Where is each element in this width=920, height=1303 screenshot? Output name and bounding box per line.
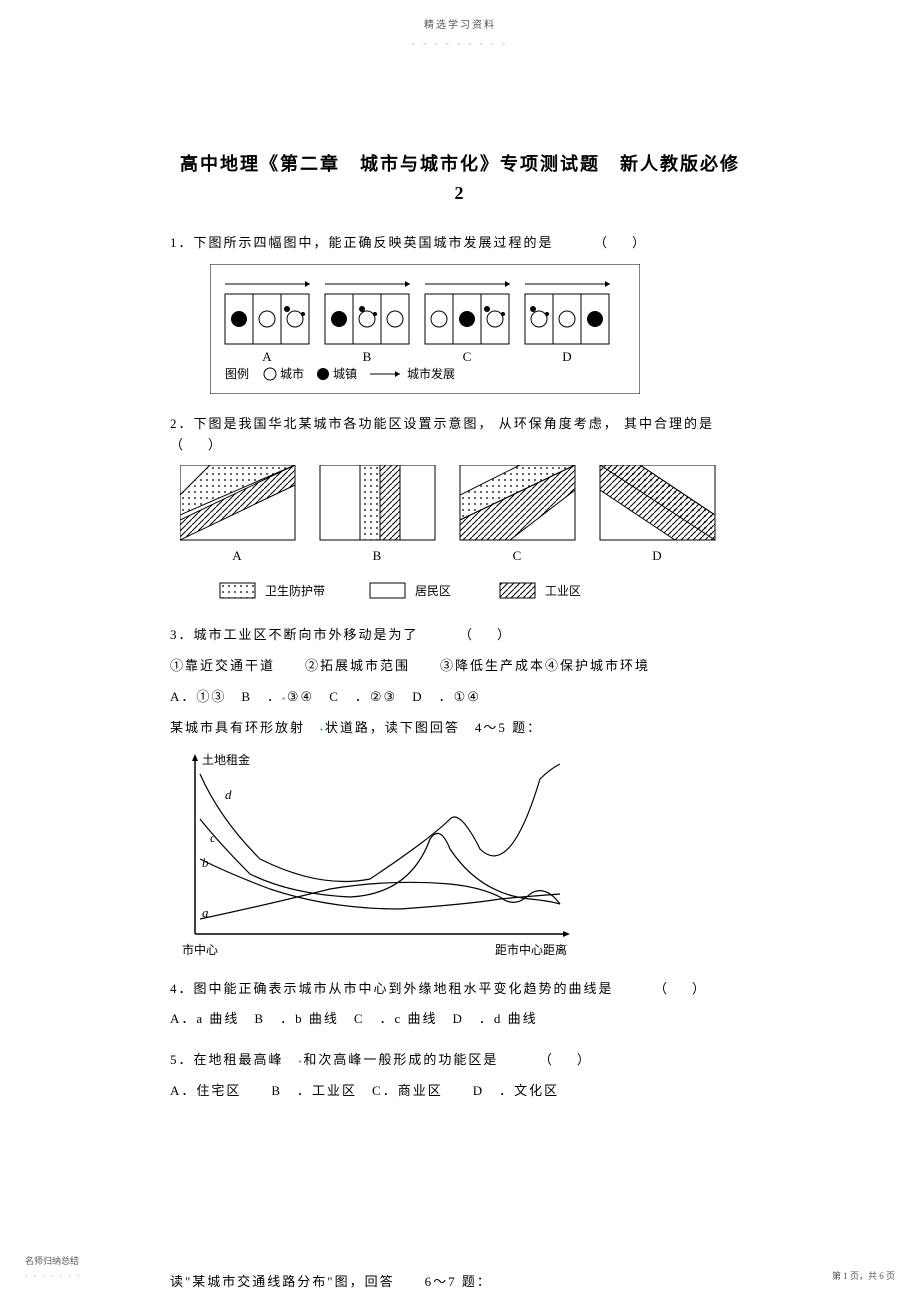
header-title: 精选学习资料 bbox=[0, 0, 920, 34]
q4-text: 4．图中能正确表示城市从市中心到外缘地租水平变化趋势的曲线是 bbox=[170, 981, 614, 996]
q1-paren: （ ） bbox=[594, 235, 651, 250]
svg-text:卫生防护带: 卫生防护带 bbox=[265, 583, 325, 598]
svg-text:图例: 图例 bbox=[225, 367, 249, 381]
svg-text:城市: 城市 bbox=[280, 366, 304, 381]
q1-text: 1．下图所示四幅图中，能正确反映英国城市发展过程的是 bbox=[170, 235, 554, 250]
footer-right: 第 1 页，共 6 页 bbox=[832, 1269, 895, 1283]
q3-paren: （ ） bbox=[459, 627, 516, 642]
doc-title: 高中地理《第二章 城市与城市化》专项测试题 新人教版必修 2 bbox=[170, 150, 750, 208]
svg-text:居民区: 居民区 bbox=[415, 584, 451, 598]
q3-options: A．①③ B ．▪③④ C ．②③ D ．①④ bbox=[170, 687, 750, 708]
svg-text:C: C bbox=[463, 349, 472, 364]
main-content: 高中地理《第二章 城市与城市化》专项测试题 新人教版必修 2 1．下图所示四幅图… bbox=[0, 50, 920, 1292]
question-3: 3．城市工业区不断向市外移动是为了 （ ） bbox=[170, 625, 750, 646]
q5-options: A．住宅区 B ．工业区 C．商业区 D ．文化区 bbox=[170, 1081, 750, 1102]
question-1: 1．下图所示四幅图中，能正确反映英国城市发展过程的是 （ ） bbox=[170, 233, 750, 254]
figure-3: 土地租金 d c b a 市中心 距市中心距离 bbox=[170, 749, 750, 964]
svg-text:D: D bbox=[562, 349, 571, 364]
svg-text:C: C bbox=[513, 548, 522, 563]
svg-text:土地租金: 土地租金 bbox=[202, 752, 250, 767]
context-4-5: 某城市具有环形放射 ▪状道路，读下图回答 4～5 题： bbox=[170, 718, 750, 739]
svg-text:城镇: 城镇 bbox=[333, 367, 357, 381]
svg-text:A: A bbox=[262, 349, 272, 364]
q4-paren: （ ） bbox=[654, 981, 711, 996]
svg-text:b: b bbox=[202, 855, 209, 870]
q3-choices: ①靠近交通干道 ②拓展城市范围 ③降低生产成本④保护城市环境 bbox=[170, 656, 750, 677]
q2-paren: （ ） bbox=[170, 437, 227, 452]
header-dots: - - - - - - - - - bbox=[0, 36, 920, 50]
svg-text:A: A bbox=[232, 548, 242, 563]
q2-text2: 从环保角度考虑， bbox=[499, 416, 619, 431]
svg-text:B: B bbox=[363, 349, 372, 364]
svg-text:距市中心距离: 距市中心距离 bbox=[495, 942, 567, 957]
question-5: 5．在地租最高峰 ▪和次高峰一般形成的功能区是 （ ） bbox=[170, 1050, 750, 1071]
svg-text:D: D bbox=[652, 548, 661, 563]
context-6-7: 读"某城市交通线路分布"图，回答 6～7 题： bbox=[170, 1272, 750, 1293]
figure-1: A B bbox=[210, 264, 750, 394]
svg-text:B: B bbox=[373, 548, 382, 563]
q4-options: A．a 曲线 B ．b 曲线 C ．c 曲线 D ．d 曲线 bbox=[170, 1009, 750, 1030]
q2-text: 2．下图是我国华北某城市各功能区设置示意图， bbox=[170, 416, 494, 431]
svg-text:工业区: 工业区 bbox=[545, 584, 581, 598]
svg-text:市中心: 市中心 bbox=[182, 942, 218, 957]
figure-2: A B C D bbox=[180, 465, 750, 605]
footer-left: 名师归纳总结 - - - - - - - bbox=[25, 1254, 82, 1283]
svg-text:a: a bbox=[202, 905, 209, 920]
question-4: 4．图中能正确表示城市从市中心到外缘地租水平变化趋势的曲线是 （ ） bbox=[170, 979, 750, 1000]
svg-text:城市发展: 城市发展 bbox=[407, 366, 455, 381]
svg-text:c: c bbox=[210, 830, 216, 845]
q5-paren: （ ） bbox=[539, 1052, 596, 1067]
q2-text3: 其中合理的是 bbox=[624, 416, 714, 431]
q3-text: 3．城市工业区不断向市外移动是为了 bbox=[170, 627, 419, 642]
question-2: 2．下图是我国华北某城市各功能区设置示意图， 从环保角度考虑， 其中合理的是 （… bbox=[170, 414, 750, 456]
svg-text:d: d bbox=[225, 787, 232, 802]
